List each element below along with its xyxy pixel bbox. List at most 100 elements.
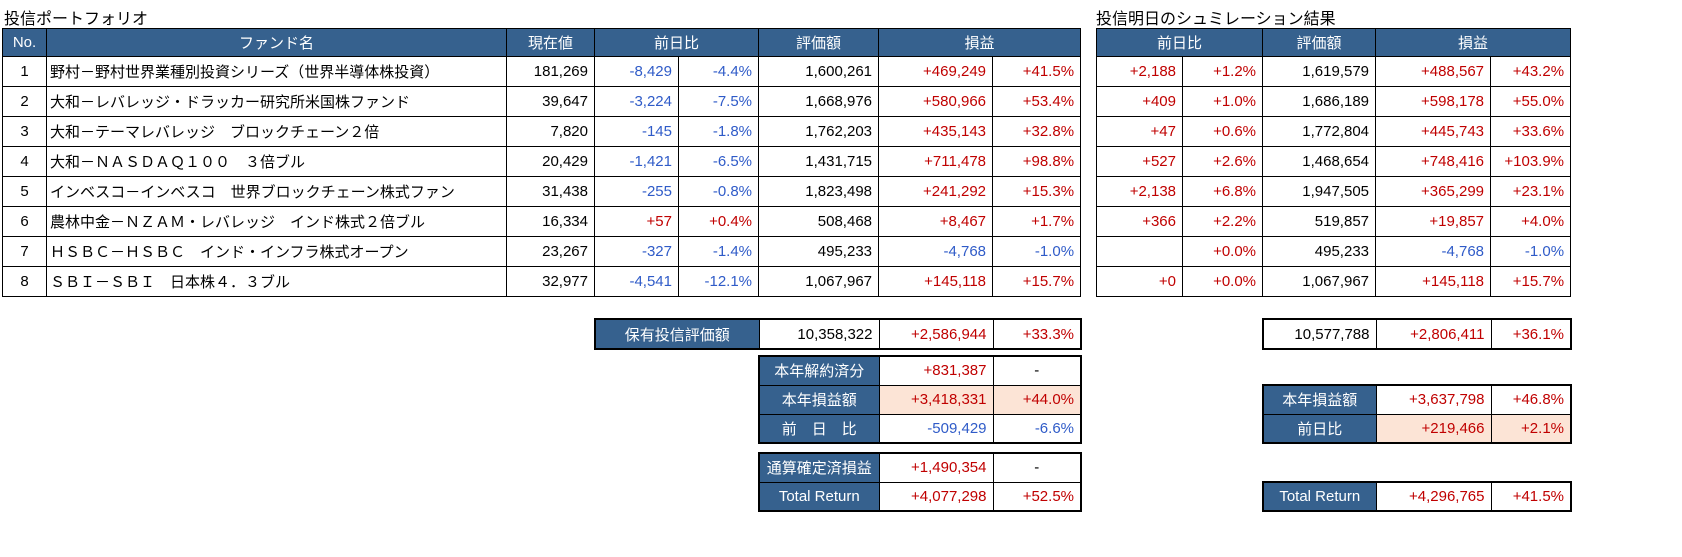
realized-pl-value-cell[interactable]: +1,490,354 [878, 452, 994, 483]
sim-valuation-cell[interactable]: 1,619,579 [1262, 56, 1377, 87]
pl-pct-cell[interactable]: +41.5% [992, 56, 1082, 87]
price-cell[interactable]: 32,977 [506, 266, 595, 297]
day-change-pct-cell[interactable]: -7.5% [677, 86, 760, 117]
sim-day-change-label[interactable]: 前日比 [1262, 413, 1377, 444]
no-cell[interactable]: 7 [2, 236, 47, 267]
sim-holdings-pl-cell[interactable]: +2,806,411 [1375, 318, 1492, 350]
holdings-pct-cell[interactable]: +33.3% [992, 318, 1082, 350]
no-cell[interactable]: 5 [2, 176, 47, 207]
sim-holdings-value-cell[interactable]: 10,577,788 [1262, 318, 1377, 350]
valuation-cell[interactable]: 508,468 [758, 206, 880, 237]
sim-day-change-cell[interactable]: +47 [1096, 116, 1183, 147]
sim-pl-pct-cell[interactable]: +4.0% [1490, 206, 1572, 237]
day-change-header[interactable]: 前日比 [593, 28, 760, 57]
total-return-pct-cell[interactable]: +52.5% [992, 481, 1082, 512]
pl-pct-cell[interactable]: +53.4% [992, 86, 1082, 117]
fund-name-header[interactable]: ファンド名 [46, 28, 507, 57]
sim-pl-cell[interactable]: +488,567 [1375, 56, 1492, 87]
sim-pl-cell[interactable]: +365,299 [1375, 176, 1492, 207]
sim-day-change-pct-cell[interactable]: +2.1% [1490, 413, 1572, 444]
sim-day-change-cell[interactable]: +366 [1096, 206, 1183, 237]
day-change-cell[interactable]: -4,541 [594, 266, 679, 297]
valuation-cell[interactable]: 1,762,203 [758, 116, 880, 147]
sim-total-return-pct-cell[interactable]: +41.5% [1490, 481, 1572, 512]
fund-name-cell[interactable]: 大和－レバレッジ・ドラッカー研究所米国株ファンド [46, 86, 507, 117]
fund-name-cell[interactable]: 野村－野村世界業種別投資シリーズ（世界半導体株投資） [46, 56, 507, 87]
valuation-cell[interactable]: 1,067,967 [758, 266, 880, 297]
holdings-pl-cell[interactable]: +2,586,944 [878, 318, 994, 350]
no-cell[interactable]: 4 [2, 146, 47, 177]
day-change-pct-cell[interactable]: -6.6% [992, 413, 1082, 444]
sim-pl-pct-cell[interactable]: -1.0% [1490, 236, 1572, 267]
holdings-label[interactable]: 保有投信評価額 [594, 318, 760, 350]
sim-total-return-label[interactable]: Total Return [1262, 481, 1377, 512]
day-change-cell[interactable]: -255 [594, 176, 679, 207]
sim-day-change-cell[interactable]: +2,138 [1096, 176, 1183, 207]
valuation-cell[interactable]: 495,233 [758, 236, 880, 267]
price-cell[interactable]: 20,429 [506, 146, 595, 177]
sim-day-change-value-cell[interactable]: +219,466 [1375, 413, 1492, 444]
day-change-cell[interactable]: -145 [594, 116, 679, 147]
sim-day-change-pct-cell[interactable]: +2.2% [1181, 206, 1264, 237]
sim-valuation-cell[interactable]: 1,772,804 [1262, 116, 1377, 147]
day-change-cell[interactable]: +57 [594, 206, 679, 237]
sim-pl-pct-cell[interactable]: +33.6% [1490, 116, 1572, 147]
total-return-label[interactable]: Total Return [758, 481, 880, 512]
ytd-pl-label[interactable]: 本年損益額 [758, 384, 880, 415]
day-change-pct-cell[interactable]: -12.1% [677, 266, 760, 297]
day-change-pct-cell[interactable]: -6.5% [677, 146, 760, 177]
sim-ytd-pl-pct-cell[interactable]: +46.8% [1490, 384, 1572, 415]
ytd-redeemed-value-cell[interactable]: +831,387 [878, 355, 994, 386]
pl-cell[interactable]: +8,467 [878, 206, 994, 237]
sim-pl-pct-cell[interactable]: +15.7% [1490, 266, 1572, 297]
day-change-pct-cell[interactable]: -0.8% [677, 176, 760, 207]
sim-pl-header[interactable]: 損益 [1375, 28, 1572, 57]
total-return-value-cell[interactable]: +4,077,298 [878, 481, 994, 512]
fund-name-cell[interactable]: ＨＳＢＣ－ＨＳＢＣ インド・インフラ株式オープン [46, 236, 507, 267]
sim-ytd-pl-label[interactable]: 本年損益額 [1262, 384, 1377, 415]
sim-pl-pct-cell[interactable]: +43.2% [1490, 56, 1572, 87]
sim-day-change-header[interactable]: 前日比 [1095, 28, 1264, 57]
day-change-value-cell[interactable]: -509,429 [878, 413, 994, 444]
valuation-header[interactable]: 評価額 [758, 28, 880, 57]
sim-pl-pct-cell[interactable]: +103.9% [1490, 146, 1572, 177]
pl-cell[interactable]: +469,249 [878, 56, 994, 87]
sim-valuation-cell[interactable]: 1,067,967 [1262, 266, 1377, 297]
valuation-cell[interactable]: 1,823,498 [758, 176, 880, 207]
sim-valuation-header[interactable]: 評価額 [1262, 28, 1377, 57]
sim-pl-cell[interactable]: +19,857 [1375, 206, 1492, 237]
sim-valuation-cell[interactable]: 1,947,505 [1262, 176, 1377, 207]
no-cell[interactable]: 6 [2, 206, 47, 237]
sim-pl-cell[interactable]: +445,743 [1375, 116, 1492, 147]
sim-day-change-cell[interactable]: +409 [1096, 86, 1183, 117]
sim-day-change-pct-cell[interactable]: +1.0% [1181, 86, 1264, 117]
fund-name-cell[interactable]: ＳＢＩ－ＳＢＩ 日本株４．３ブル [46, 266, 507, 297]
sim-day-change-pct-cell[interactable]: +2.6% [1181, 146, 1264, 177]
holdings-value-cell[interactable]: 10,358,322 [758, 318, 880, 350]
sim-pl-cell[interactable]: +748,416 [1375, 146, 1492, 177]
price-cell[interactable]: 7,820 [506, 116, 595, 147]
pl-header[interactable]: 損益 [878, 28, 1082, 57]
realized-pl-label[interactable]: 通算確定済損益 [758, 452, 880, 483]
sim-valuation-cell[interactable]: 1,686,189 [1262, 86, 1377, 117]
pl-cell[interactable]: -4,768 [878, 236, 994, 267]
no-cell[interactable]: 8 [2, 266, 47, 297]
valuation-cell[interactable]: 1,600,261 [758, 56, 880, 87]
pl-cell[interactable]: +711,478 [878, 146, 994, 177]
price-cell[interactable]: 39,647 [506, 86, 595, 117]
ytd-redeemed-pct-cell[interactable]: - [992, 355, 1082, 386]
sim-day-change-pct-cell[interactable]: +0.0% [1181, 236, 1264, 267]
sim-day-change-pct-cell[interactable]: +6.8% [1181, 176, 1264, 207]
pl-cell[interactable]: +241,292 [878, 176, 994, 207]
current-value-header[interactable]: 現在値 [506, 28, 595, 57]
price-cell[interactable]: 23,267 [506, 236, 595, 267]
sim-valuation-cell[interactable]: 495,233 [1262, 236, 1377, 267]
sim-holdings-pct-cell[interactable]: +36.1% [1490, 318, 1572, 350]
sim-day-change-cell[interactable]: +527 [1096, 146, 1183, 177]
sim-day-change-pct-cell[interactable]: +0.6% [1181, 116, 1264, 147]
fund-name-cell[interactable]: 大和－ＮＡＳＤＡＱ１００ ３倍ブル [46, 146, 507, 177]
day-change-pct-cell[interactable]: -1.4% [677, 236, 760, 267]
ytd-pl-value-cell[interactable]: +3,418,331 [878, 384, 994, 415]
fund-name-cell[interactable]: 農林中金－ＮＺＡＭ・レバレッジ インド株式２倍ブル [46, 206, 507, 237]
fund-name-cell[interactable]: インベスコ－インベスコ 世界ブロックチェーン株式ファン [46, 176, 507, 207]
